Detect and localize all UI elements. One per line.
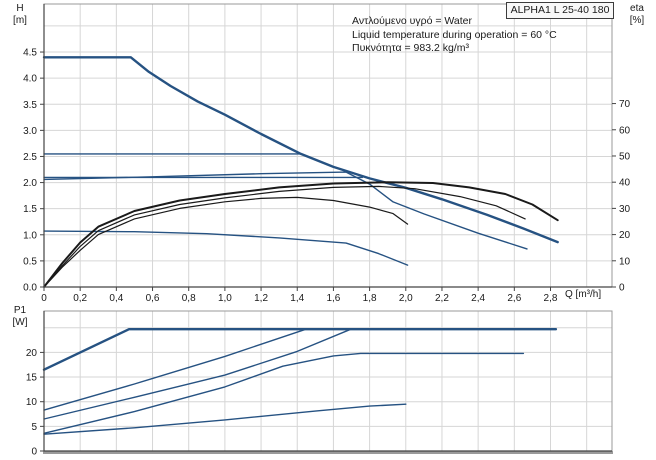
- h-axis-unit: [m]: [13, 15, 27, 26]
- y-right-tick-label: 40: [619, 178, 631, 189]
- y-tick-label: 1.0: [23, 230, 37, 241]
- y-right-tick-label: 60: [619, 125, 631, 136]
- x-tick-label: 1,6: [326, 293, 340, 304]
- h-axis-symbol: H: [16, 3, 24, 14]
- x-tick-label: 2,2: [435, 293, 449, 304]
- y-tick-label: 0: [31, 447, 37, 458]
- x-tick-label: 1,0: [218, 293, 232, 304]
- y-tick-label: 0.5: [23, 256, 37, 267]
- y-tick-label: 20: [26, 348, 38, 359]
- q-axis-title: Q [m³/h]: [565, 289, 602, 300]
- p1-axis-symbol: P1: [13, 305, 27, 316]
- pump-title-box: ALPHA1 L 25-40 180: [506, 2, 614, 19]
- p1-chart: 0 5 10 15 20: [26, 310, 613, 458]
- y-tick-label: 2.0: [23, 178, 37, 189]
- y-tick-label: 4.5: [23, 48, 37, 59]
- speed-ii-curve: [43, 171, 528, 250]
- y-right-tick-label: 20: [619, 230, 631, 241]
- x-tick-label: 2,6: [507, 293, 521, 304]
- y-tick-label: 1.5: [23, 204, 37, 215]
- plot-border: [43, 310, 613, 452]
- p1-axis-unit: [W]: [12, 317, 28, 328]
- y-tick-label: 2.5: [23, 152, 37, 163]
- x-tick-label: 1,4: [290, 293, 304, 304]
- max-speed-curve: [42, 56, 559, 244]
- p1-axis-title: P1 [W]: [5, 305, 35, 329]
- y-right-tick-label: 30: [619, 204, 631, 215]
- hq-eta-chart: 0 0,2 0,4 0,6 0,8 1,0 1,2 1,4 1,6 1,8 2,0 2,2 2,4 2,6…: [23, 3, 631, 304]
- y-tick-label: 3.0: [23, 126, 37, 137]
- y-tick-label: 15: [26, 373, 38, 384]
- y-tick-label: 4.0: [23, 74, 37, 85]
- x-tick-label: 1,8: [363, 293, 377, 304]
- annotation-density: Πυκνότητα = 983.2 kg/m³: [352, 42, 469, 54]
- y-tick-label: 3.5: [23, 100, 37, 111]
- h-axis-title: H [m]: [5, 3, 35, 27]
- y-right-tick-label: 0: [619, 283, 625, 294]
- operating-conditions: Αντλούμενο υγρό = Water Liquid temperatu…: [352, 15, 622, 56]
- eta-axis-unit: [%]: [629, 15, 645, 26]
- p1-max-speed: [42, 328, 558, 371]
- x-tick-label: 0,6: [146, 293, 160, 304]
- y-right-tick-label: 10: [619, 256, 631, 267]
- x-tick-label: 2,8: [544, 293, 558, 304]
- eta-curve-i: [43, 196, 409, 288]
- p1-cp-2.1m: [43, 329, 351, 420]
- y-tick-label: 5: [31, 422, 37, 433]
- eta-axis-title: eta [%]: [622, 3, 652, 27]
- eta-curve-max: [43, 181, 559, 288]
- speed-i-curve: [43, 230, 409, 266]
- x-tick-label: 2,4: [471, 293, 485, 304]
- x-tick-label: 0,8: [182, 293, 196, 304]
- y-right-tick-label: 50: [619, 151, 631, 162]
- eta-curve-ii: [43, 185, 526, 288]
- p1-cp-2.55m: [43, 329, 306, 411]
- p1-speed-i: [43, 403, 407, 435]
- y-tick-label: 10: [26, 397, 38, 408]
- annotation-liquid-temperature: Liquid temperature during operation = 60…: [352, 28, 557, 41]
- y-tick-label: 0.0: [23, 283, 37, 294]
- annotation-pumped-liquid: Αντλούμενο υγρό = Water: [352, 15, 473, 27]
- x-tick-label: 2,0: [399, 293, 413, 304]
- p1-speed-ii: [43, 352, 525, 434]
- x-tick-label: 1,2: [254, 293, 268, 304]
- x-tick-label: 0: [41, 293, 47, 304]
- y-right-tick-label: 70: [619, 99, 631, 110]
- x-tick-label: 0,4: [109, 293, 123, 304]
- eta-axis-symbol: eta: [630, 3, 644, 14]
- x-tick-label: 0,2: [73, 293, 87, 304]
